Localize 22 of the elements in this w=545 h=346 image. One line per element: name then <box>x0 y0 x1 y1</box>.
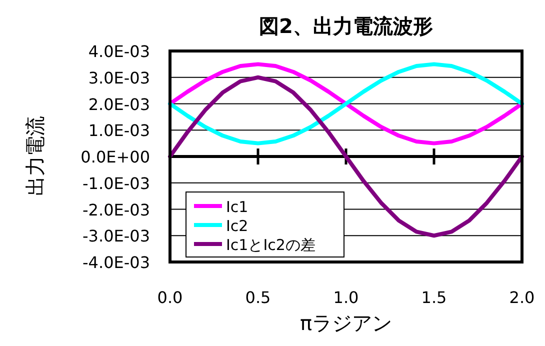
x-tick-label: 0.0 <box>157 288 183 307</box>
legend-label: Ic1 <box>226 198 248 216</box>
legend-label: Ic2 <box>226 217 248 235</box>
y-tick-label: 4.0E-03 <box>88 42 150 61</box>
x-tick-label: 1.5 <box>421 288 447 307</box>
y-tick-label: -4.0E-03 <box>82 253 150 272</box>
x-tick-label: 2.0 <box>509 288 535 307</box>
legend-label: Ic1とIc2の差 <box>226 236 316 254</box>
y-tick-label: 2.0E-03 <box>88 94 150 114</box>
y-tick-label: 1.0E-03 <box>88 121 150 140</box>
y-tick-label: 0.0E+00 <box>80 148 150 166</box>
line-series <box>168 62 524 146</box>
y-tick-label: 3.0E-03 <box>88 68 150 88</box>
x-tick-label: 1.0 <box>333 288 359 307</box>
y-tick-label: -3.0E-03 <box>82 226 150 246</box>
x-axis-title: πラジアン <box>300 311 392 335</box>
chart-title: 図2、出力電流波形 <box>259 14 433 38</box>
y-tick-label: -1.0E-03 <box>82 174 150 193</box>
line-series <box>168 75 524 238</box>
y-axis-title: 出力電流 <box>23 116 47 196</box>
y-tick-label: -2.0E-03 <box>82 200 150 220</box>
x-tick-label: 0.5 <box>245 288 271 307</box>
